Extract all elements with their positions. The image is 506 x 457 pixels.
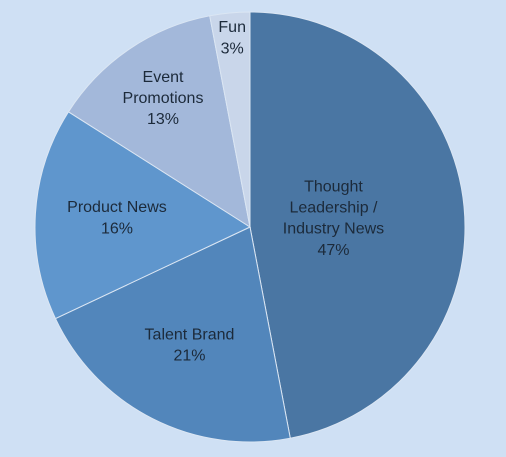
slice-value-label: 47% [317,242,349,259]
slice-label: Thought Leadership / Industry News [283,179,384,238]
slice-value-label: 21% [173,347,205,364]
pie-slice [209,11,251,228]
pie-slice [34,111,252,320]
pie-slice [54,226,291,443]
slice-value-label: 13% [147,111,179,128]
pie-slice [249,11,466,439]
slice-label: Talent Brand [145,326,235,343]
slice-value-label: 16% [101,220,133,237]
slice-label: Event Promotions [123,69,204,107]
slice-label: Fun [218,19,246,36]
slice-value-label: 3% [221,40,244,57]
pie-slice [67,15,251,229]
slice-label: Product News [67,199,167,216]
